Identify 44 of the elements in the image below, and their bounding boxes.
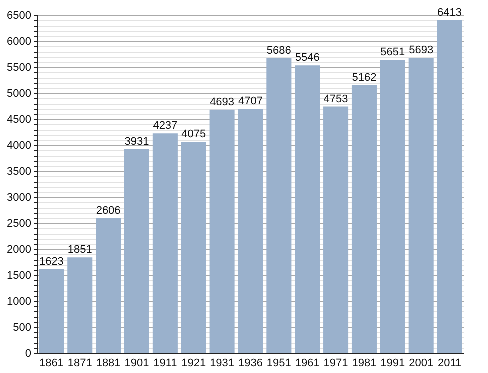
x-tick-label: 2011: [438, 357, 462, 370]
y-tick-label: 3000: [6, 192, 32, 204]
x-tick-label: 1911: [154, 357, 178, 370]
data-label: 5686: [266, 44, 292, 57]
y-tick-label: 4500: [6, 114, 32, 126]
x-tick-label: 1921: [182, 357, 206, 370]
y-tick-label: 6500: [6, 10, 32, 22]
x-tick-label: 1871: [68, 357, 92, 370]
data-label: 5651: [380, 46, 406, 59]
data-label: 4075: [182, 128, 206, 141]
data-label: 4753: [324, 93, 348, 106]
data-label: 2606: [96, 204, 121, 217]
x-tick-label: 1981: [352, 357, 377, 370]
x-tick-label: 1931: [210, 357, 235, 370]
y-tick-label: 1500: [6, 270, 32, 282]
data-label: 3931: [124, 136, 150, 148]
data-label: 1851: [68, 244, 92, 256]
y-tick-label: 5000: [6, 88, 32, 100]
data-label: 5693: [409, 44, 434, 56]
x-tick-label: 1961: [295, 357, 320, 370]
data-label: 5546: [295, 52, 320, 64]
data-label: 4707: [238, 96, 263, 108]
data-label: 5162: [352, 72, 377, 84]
data-label: 6413: [438, 7, 462, 20]
x-tick-label: 2001: [409, 357, 434, 370]
y-tick-label: 3500: [6, 166, 32, 178]
x-tick-label: 1901: [124, 357, 150, 370]
y-tick-label: 2500: [6, 218, 32, 230]
y-tick-label: 6000: [6, 36, 32, 48]
y-tick-label: 1000: [6, 296, 32, 308]
x-tick-label: 1971: [324, 357, 348, 370]
x-tick-label: 1936: [238, 357, 263, 370]
y-tick-label: 4000: [6, 140, 32, 152]
y-tick-label: 2000: [6, 244, 32, 256]
data-label: 4237: [153, 120, 178, 132]
x-tick-label: 1881: [96, 357, 121, 370]
data-label: 4693: [210, 96, 235, 108]
y-tick-label: 0: [25, 348, 32, 360]
y-tick-label: 500: [13, 322, 32, 334]
data-label: 1623: [39, 256, 64, 268]
x-tick-label: 1951: [266, 357, 292, 370]
y-tick-label: 5500: [6, 62, 32, 74]
x-tick-label: 1861: [39, 357, 64, 370]
x-tick-label: 1991: [380, 357, 406, 370]
